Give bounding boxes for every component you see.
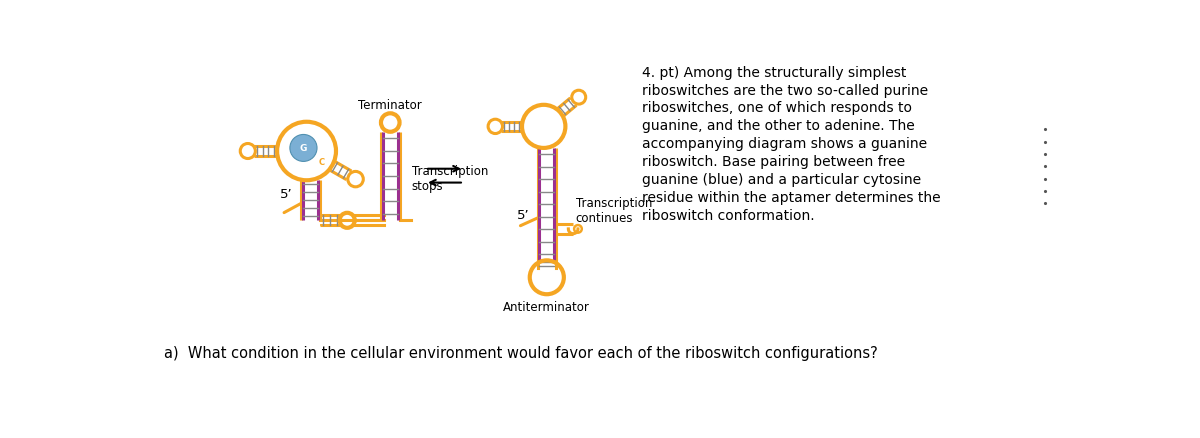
Text: Transcription
stops: Transcription stops — [412, 165, 488, 193]
Text: 4. pt) Among the structurally simplest
riboswitches are the two so-called purine: 4. pt) Among the structurally simplest r… — [642, 66, 941, 222]
Text: C: C — [318, 157, 324, 166]
Text: Terminator: Terminator — [359, 99, 422, 112]
Text: Transcription
continues: Transcription continues — [576, 196, 653, 224]
Circle shape — [290, 135, 317, 162]
Text: G: G — [300, 144, 307, 153]
Text: Antiterminator: Antiterminator — [503, 300, 590, 313]
Text: 5’: 5’ — [281, 187, 293, 201]
Text: a)  What condition in the cellular environment would favor each of the riboswitc: a) What condition in the cellular enviro… — [164, 346, 877, 360]
Text: 5’: 5’ — [517, 208, 529, 221]
